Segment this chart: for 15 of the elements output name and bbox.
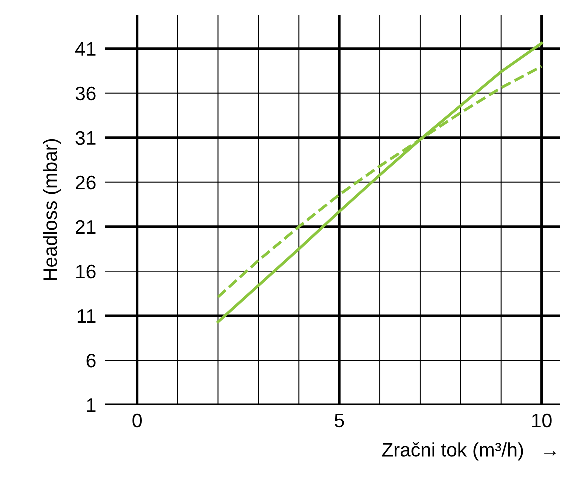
y-tick-label: 41: [75, 42, 96, 56]
y-tick-label: 11: [78, 310, 96, 324]
line-series: [216, 42, 544, 324]
y-tick-label: 6: [86, 354, 96, 368]
y-tick-label: 36: [76, 86, 96, 101]
y-tick-label: 31: [76, 131, 96, 146]
y-tick-label: 16: [76, 264, 96, 279]
x-axis-title: Zračni tok (m³/h) →: [382, 442, 556, 461]
y-tick-label: 26: [76, 176, 96, 190]
y-tick-label: 21: [76, 220, 96, 234]
x-tick-label: 10: [532, 414, 552, 428]
y-axis-title: Headloss (mbar): [43, 139, 62, 280]
x-tick-label: 0: [132, 414, 142, 428]
x-tick-label: 5: [334, 414, 344, 428]
y-tick-label: 1: [87, 398, 96, 412]
